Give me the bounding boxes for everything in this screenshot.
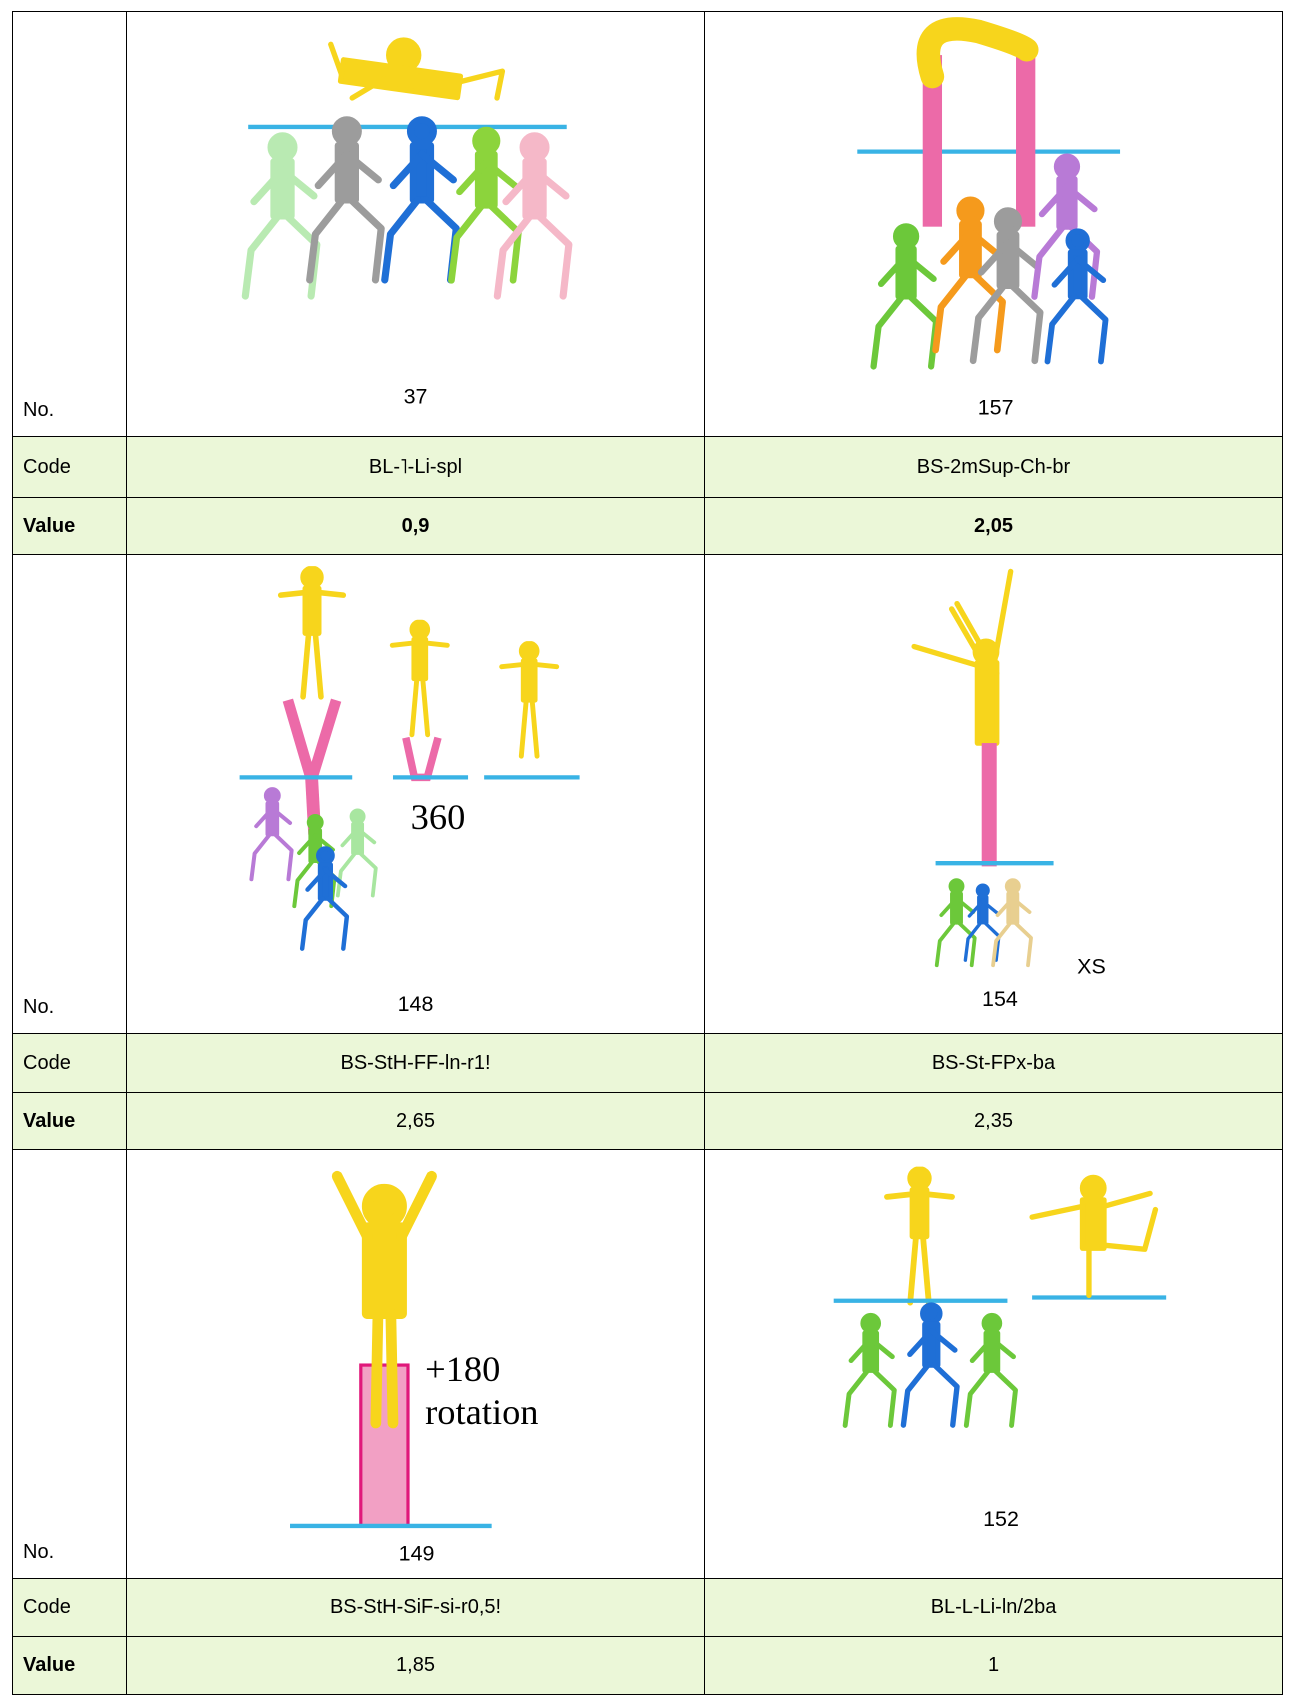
annotation: +180 — [425, 1349, 500, 1389]
value-row: Value 2,65 2,35 — [12, 1092, 1283, 1150]
figure-shape — [916, 17, 1039, 89]
image-row: No. 37 — [12, 11, 1283, 437]
figure-shape — [281, 568, 344, 696]
figure-shape — [911, 568, 1014, 746]
element-number: 154 — [982, 987, 1018, 1011]
value-label: Value — [12, 1092, 127, 1150]
code: BS-2mSup-Ch-br — [704, 436, 1283, 498]
code-label: Code — [12, 1033, 127, 1093]
element-number: 37 — [404, 385, 428, 409]
image-cell: XS 154 — [704, 554, 1283, 1034]
annotation: rotation — [425, 1392, 538, 1432]
annotation: 360 — [411, 797, 466, 837]
value: 2,65 — [126, 1092, 705, 1150]
illustration: 360 148 — [239, 555, 580, 1016]
illustration: 157 — [857, 17, 1121, 419]
figure-shape — [845, 1315, 894, 1425]
element-number: 148 — [398, 992, 434, 1016]
code: BL-˥-Li-spl — [126, 436, 705, 498]
figure-shape — [1016, 44, 1036, 227]
illustration: 152 — [833, 1150, 1167, 1531]
value: 1,85 — [126, 1636, 705, 1695]
figure-shape — [874, 226, 937, 366]
no-label: No. — [12, 554, 127, 1034]
value-label: Value — [12, 497, 127, 555]
figure-shape — [948, 606, 989, 671]
figure-shape — [251, 789, 291, 879]
figure-shape — [310, 120, 381, 280]
code: BS-StH-SiF-si-r0,5! — [126, 1578, 705, 1637]
figure-shape — [903, 1305, 957, 1425]
figure-shape — [1029, 1203, 1086, 1220]
figure-shape — [966, 1315, 1015, 1425]
element-number: 149 — [399, 1541, 435, 1565]
code: BL-L-Li-ln/2ba — [704, 1578, 1283, 1637]
figure-shape — [1101, 1190, 1153, 1210]
figure-shape — [456, 68, 506, 101]
image-cell: 360 148 — [126, 554, 705, 1034]
illustration: XS 154 — [911, 568, 1106, 1011]
element-number: 157 — [978, 395, 1014, 419]
figure-shape — [359, 1363, 410, 1528]
figure-shape — [328, 41, 345, 78]
figure-shape — [502, 643, 557, 756]
element-number: 152 — [983, 1507, 1019, 1531]
annotation: XS — [1077, 955, 1106, 979]
figure-shape — [497, 136, 568, 296]
figure-shape — [887, 1169, 952, 1303]
figure-shape — [349, 75, 388, 101]
image-cell: 37 — [126, 11, 705, 437]
illustration: +180 rotation 149 — [290, 1150, 539, 1565]
code-row: Code BS-StH-SiF-si-r0,5! BL-L-Li-ln/2ba — [12, 1578, 1283, 1637]
figure-shape — [911, 643, 989, 671]
value: 0,9 — [126, 497, 705, 555]
value-label: Value — [12, 1636, 127, 1695]
no-label: No. — [12, 11, 127, 437]
figure-shape — [981, 743, 997, 867]
image-cell: 157 — [704, 11, 1283, 437]
code-label: Code — [12, 436, 127, 498]
figure-shape — [937, 880, 975, 965]
figure-shape — [936, 200, 1003, 350]
no-label: No. — [12, 1149, 127, 1579]
value: 2,05 — [704, 497, 1283, 555]
figure-shape — [1079, 1197, 1107, 1251]
figure-shape — [385, 120, 456, 280]
image-cell: +180 rotation 149 — [126, 1149, 705, 1579]
figure-shape — [392, 622, 447, 735]
figure-shape — [1079, 1174, 1107, 1202]
figure-shape — [402, 736, 442, 782]
value: 2,35 — [704, 1092, 1283, 1150]
image-row: No. 360 148 — [12, 554, 1283, 1034]
figure-shape — [451, 130, 518, 280]
code-row: Code BL-˥-Li-spl BS-2mSup-Ch-br — [12, 436, 1283, 498]
value-row: Value 0,9 2,05 — [12, 497, 1283, 555]
code-row: Code BS-StH-FF-ln-r1! BS-St-FPx-ba — [12, 1033, 1283, 1093]
code: BS-St-FPx-ba — [704, 1033, 1283, 1093]
figure-shape — [954, 600, 1000, 677]
figure-shape — [1029, 1174, 1159, 1299]
code-label: Code — [12, 1578, 127, 1637]
value-row: Value 1,85 1 — [12, 1636, 1283, 1695]
illustration: 37 — [127, 37, 704, 409]
figure-shape — [989, 568, 1014, 677]
image-cell: 152 — [704, 1149, 1283, 1579]
code: BS-StH-FF-ln-r1! — [126, 1033, 705, 1093]
figure-shape — [1099, 1206, 1159, 1252]
image-row: No. +180 rotation 149 — [12, 1149, 1283, 1579]
figure-shape — [245, 136, 316, 296]
value: 1 — [704, 1636, 1283, 1695]
elements-table: No. 37 — [12, 11, 1283, 1695]
figure-shape — [993, 880, 1031, 965]
figure-shape — [282, 698, 342, 800]
figure-shape — [922, 55, 943, 227]
figure-shape — [328, 37, 506, 101]
